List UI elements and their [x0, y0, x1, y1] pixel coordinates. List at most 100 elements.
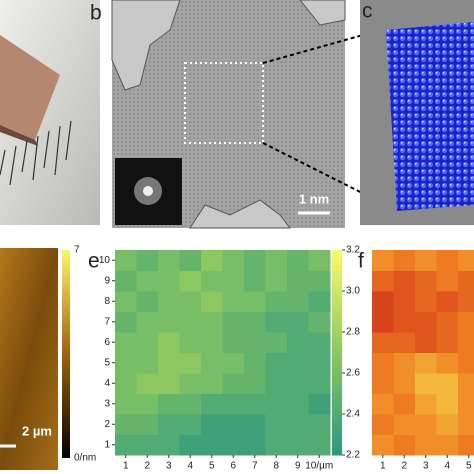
colorbar-tick-label: 2.4	[346, 409, 360, 420]
heatmap-cell	[158, 393, 180, 415]
heatmap-cell	[158, 352, 180, 374]
heatmap-cell	[244, 270, 266, 292]
heatmap-cell	[179, 311, 202, 333]
heatmap-cell	[179, 393, 202, 415]
heatmap-cell	[287, 434, 309, 456]
heatmap-cell	[287, 250, 309, 271]
colorbar-step	[332, 367, 342, 374]
heatmap-cell	[393, 434, 416, 456]
heatmap-cell	[436, 352, 459, 374]
heatmap-cell	[136, 250, 159, 271]
heatmap-cell	[415, 434, 437, 456]
heatmap-cell	[244, 250, 266, 271]
colorbar-step	[332, 291, 342, 297]
x-tick-label: 8	[273, 461, 279, 472]
heatmap-cell	[201, 434, 223, 456]
colorbar-step	[332, 449, 342, 456]
heatmap-cell	[115, 373, 137, 394]
heatmap-cell	[415, 291, 437, 312]
colorbar-step	[332, 434, 342, 441]
colorbar-step	[332, 296, 342, 302]
colorbar-step	[332, 408, 342, 415]
colorbar-step	[332, 414, 342, 420]
heatmap-cell	[372, 352, 394, 374]
colorbar-step	[332, 332, 342, 338]
y-tick-label: 6	[104, 337, 110, 348]
heatmap-cell	[393, 250, 416, 271]
heatmap-cell	[287, 270, 309, 292]
heatmap-cell	[136, 311, 159, 333]
heatmap-cell	[393, 373, 416, 394]
heatmap-cell	[265, 393, 288, 415]
heatmap-cell	[393, 352, 416, 374]
heatmap-cell	[244, 332, 266, 353]
heatmap-cell	[415, 311, 437, 333]
panel-label: c	[362, 0, 373, 23]
colorbar-step	[332, 439, 342, 446]
heatmap-cell	[372, 311, 394, 333]
heatmap-cell	[458, 393, 474, 415]
heatmap-cell	[115, 352, 137, 374]
colorbar-step	[332, 398, 342, 405]
heatmap-cell	[287, 373, 309, 394]
heatmap-cell	[222, 414, 245, 435]
heatmap-cell	[415, 414, 437, 435]
x-tick-label: 10/µm	[305, 461, 333, 472]
colorbar-step	[332, 265, 342, 271]
heatmap-cell	[372, 332, 394, 353]
heatmap-cell	[415, 332, 437, 353]
x-tick-label: 1	[380, 461, 386, 472]
heatmap-cell	[179, 270, 202, 292]
heatmap-cell	[287, 291, 309, 312]
heatmap-cell	[436, 373, 459, 394]
heatmap-cell	[158, 434, 180, 456]
heatmap-cell	[244, 352, 266, 374]
x-tick-label: 3	[423, 461, 429, 472]
heatmap-cell	[265, 352, 288, 374]
heatmap-cell	[136, 373, 159, 394]
heatmap-cell	[244, 414, 266, 435]
heatmap-cell	[372, 250, 394, 271]
heatmap-cell	[265, 332, 288, 353]
heatmap-cell	[415, 373, 437, 394]
heatmap-cell	[136, 352, 159, 374]
heatmap-cell	[222, 311, 245, 333]
x-tick-label: 7	[252, 461, 258, 472]
heatmap-cell	[265, 250, 288, 271]
y-tick-label: 3	[104, 398, 110, 409]
heatmap-cell	[136, 332, 159, 353]
colorbar-step	[332, 347, 342, 353]
heatmap-cell	[458, 373, 474, 394]
photo-panel-a	[0, 0, 100, 225]
heatmap-cell	[458, 250, 474, 271]
colorbar-step	[332, 362, 342, 369]
x-tick-label: 2	[144, 461, 150, 472]
heatmap-cell	[308, 414, 331, 435]
colorbar-step	[332, 270, 342, 277]
heatmap-cell	[244, 311, 266, 333]
heatmap-cell	[415, 270, 437, 292]
heatmap-cell	[458, 434, 474, 456]
heatmap-cell	[115, 393, 137, 415]
heatmap-cell	[115, 311, 137, 333]
panel-label: b	[90, 2, 102, 25]
heatmap-cell	[222, 250, 245, 271]
heatmap-cell	[115, 414, 137, 435]
heatmap-cell	[393, 291, 416, 312]
heatmap-cell	[458, 332, 474, 353]
heatmap-cell	[244, 434, 266, 456]
heatmap-cell	[136, 434, 159, 456]
panel-label: e	[88, 250, 100, 273]
heatmap-cell	[393, 311, 416, 333]
heatmap-cell	[222, 332, 245, 353]
heatmap-cell	[308, 332, 331, 353]
heatmap-cell	[179, 414, 202, 435]
y-tick-label: 7	[104, 316, 110, 327]
colorbar-step	[332, 378, 342, 384]
heatmap-cell	[201, 393, 223, 415]
colorbar-step	[332, 383, 342, 389]
heatmap-cell	[393, 393, 416, 415]
heatmap-cell	[158, 291, 180, 312]
x-tick-label: 4	[444, 461, 450, 472]
heatmap-cell	[244, 291, 266, 312]
